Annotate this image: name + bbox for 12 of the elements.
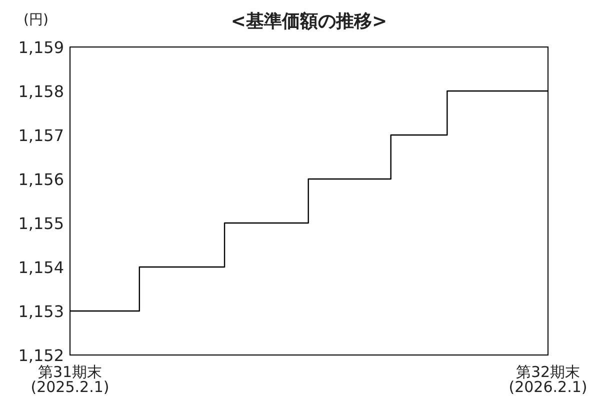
ytick-label: 1,159 xyxy=(18,38,64,57)
ytick-label: 1,155 xyxy=(18,214,64,233)
ytick-label: 1,154 xyxy=(18,258,64,277)
ytick-label: 1,157 xyxy=(18,126,64,145)
xtick-label: 第31期末 (2025.2.1) xyxy=(30,363,110,396)
xtick-label: 第32期末 (2026.2.1) xyxy=(508,363,588,396)
ytick-label: 1,158 xyxy=(18,82,64,101)
title: <基準価額の推移> xyxy=(230,11,388,32)
ylabel: (円) xyxy=(24,12,48,28)
ytick-label: 1,156 xyxy=(18,170,64,189)
ytick-label: 1,152 xyxy=(18,346,64,365)
ytick-label: 1,153 xyxy=(18,302,64,321)
